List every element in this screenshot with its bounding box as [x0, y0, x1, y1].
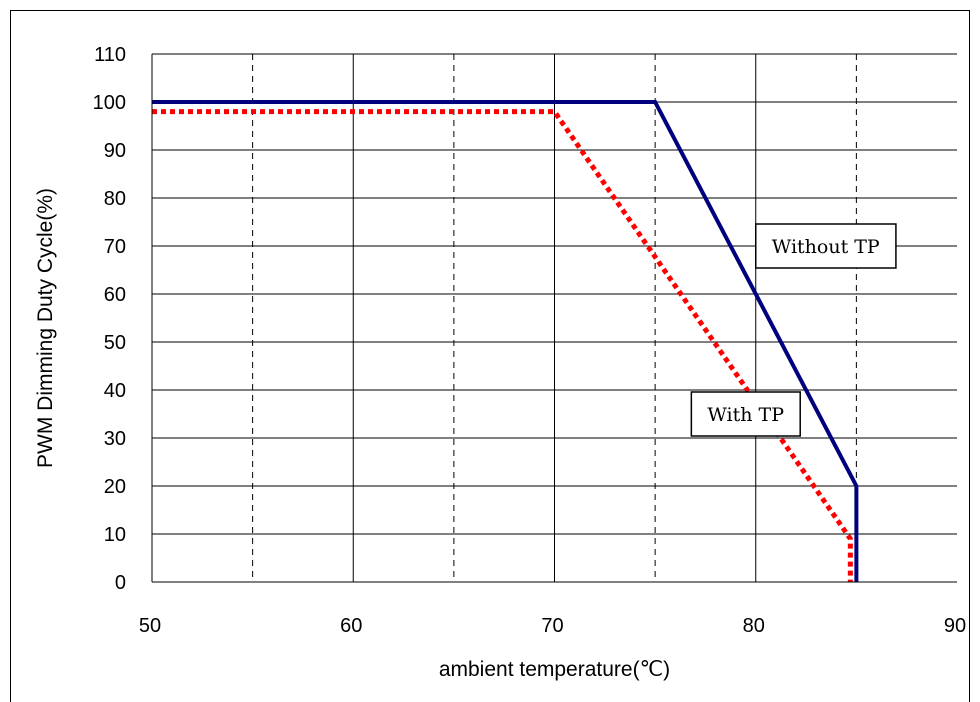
axes-layer [151, 54, 957, 583]
x-tick-label: 70 [541, 615, 563, 637]
annotation-label: Without TP [772, 236, 880, 258]
y-tick-label: 30 [104, 428, 126, 450]
series-line-without-tp [152, 100, 859, 582]
y-tick-label: 50 [104, 332, 126, 354]
x-tick-label: 90 [944, 615, 966, 637]
y-tick-label: 100 [93, 92, 126, 114]
annotations: Without TP With TP [690, 223, 897, 437]
x-tick-label: 50 [139, 615, 161, 637]
y-tick-label: 10 [104, 524, 126, 546]
y-tick-label: 60 [104, 284, 126, 306]
y-tick-label: 70 [104, 236, 126, 258]
y-tick-label: 110 [94, 44, 126, 66]
annotation-border [690, 391, 801, 437]
series-layer [152, 100, 859, 582]
y-axis-title: PWM Dimming Duty Cycle(%) [34, 188, 57, 468]
x-tick-label: 80 [743, 615, 765, 637]
y-tick-label: 80 [104, 188, 126, 210]
grid-layer [152, 53, 957, 582]
annotation-label: With TP [707, 404, 784, 426]
chart-frame [10, 10, 970, 702]
annotation-box: With TP [690, 391, 801, 437]
x-axis-title: ambient temperature(℃) [439, 658, 670, 681]
annotation-border [755, 223, 897, 269]
tick-labels: 0 10 20 30 40 50 60 70 80 90 100 110 50 60 70 80 90 [93, 44, 967, 637]
y-tick-label: 40 [104, 380, 126, 402]
annotation-box: Without TP [755, 223, 897, 269]
y-tick-label: 0 [115, 572, 126, 594]
y-tick-label: 90 [104, 140, 126, 162]
y-tick-label: 20 [104, 476, 126, 498]
x-tick-label: 60 [340, 615, 362, 637]
series-line-with-tp [152, 109, 853, 582]
